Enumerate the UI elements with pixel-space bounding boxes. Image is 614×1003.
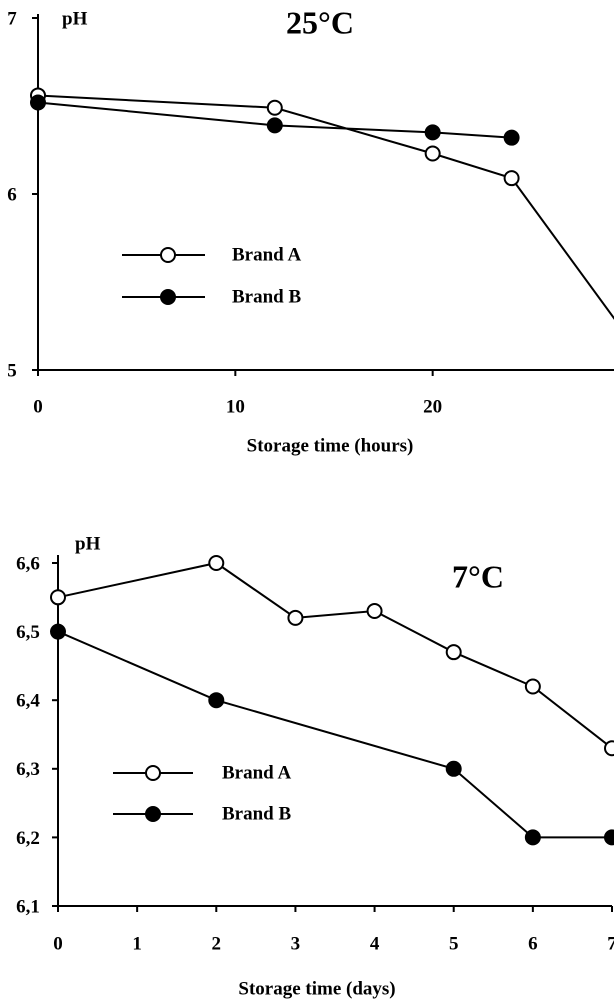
data-point [208,555,225,571]
x-axis-label: Storage time (hours) [247,435,414,456]
data-point [604,829,614,846]
series-line [37,94,614,320]
x-axis-label: Storage time (days) [238,978,395,999]
chart-title: 25°C [286,4,354,40]
data-point [604,740,614,757]
series-line [57,630,612,839]
data-point [30,94,46,111]
series-line [37,101,512,139]
y-axis-label: pH [75,533,101,554]
data-point [503,129,520,146]
legend-label: Brand A [232,244,301,265]
y-tick-label: 6,3 [16,759,40,780]
legend-marker [145,806,161,822]
legend-label: Brand A [222,762,291,783]
data-point [503,170,520,187]
x-tick-label: 6 [528,933,538,954]
x-tick-label: 2 [212,933,222,954]
data-point [445,644,462,661]
y-tick-label: 6,2 [16,828,40,849]
data-point [266,117,283,134]
data-point [287,609,304,626]
y-tick-label: 6,5 [16,622,40,643]
x-tick-label: 10 [226,396,245,417]
y-tick-label: 6,1 [16,896,40,917]
legend-label: Brand B [232,286,301,307]
data-point [366,603,383,620]
y-tick-label: 5 [7,360,17,381]
y-tick-label: 7 [7,8,17,29]
x-tick-label: 5 [449,933,459,954]
data-point [266,99,283,116]
y-tick-label: 6,6 [16,553,40,574]
data-point [50,623,66,640]
series-line [57,561,613,750]
data-point [445,760,462,777]
x-tick-label: 7 [607,933,614,954]
data-point [524,678,541,695]
legend-marker [145,765,161,781]
y-tick-label: 6 [7,184,17,205]
x-tick-label: 4 [370,933,380,954]
data-point [50,589,66,606]
x-tick-label: 1 [132,933,142,954]
legend-marker [160,247,176,263]
x-tick-label: 20 [423,396,442,417]
x-tick-label: 0 [53,933,63,954]
data-point [208,692,225,709]
y-tick-label: 6,4 [16,691,40,712]
data-point [424,124,441,141]
y-axis-label: pH [62,8,88,29]
data-point [424,145,441,162]
x-tick-label: 3 [291,933,301,954]
x-tick-label: 0 [33,396,43,417]
chart-title: 7°C [452,558,504,594]
data-point [524,829,541,846]
legend-label: Brand B [222,803,291,824]
legend-marker [160,289,176,305]
